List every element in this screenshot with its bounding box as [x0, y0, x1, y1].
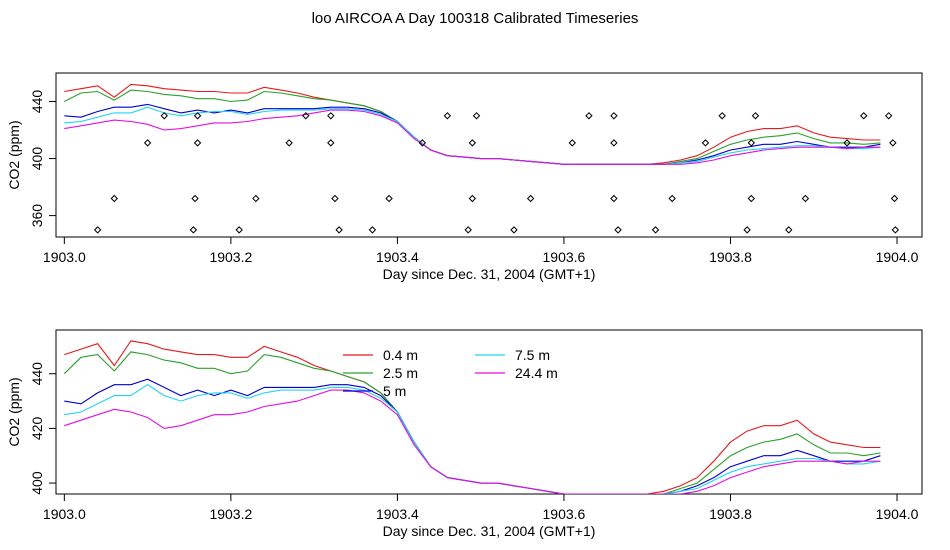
legend-label: 24.4 m — [515, 365, 558, 381]
scatter-point — [385, 194, 393, 203]
scatter-point — [751, 112, 760, 120]
series-line-5-m — [64, 378, 881, 494]
scatter-point — [785, 226, 793, 234]
scatter-point — [110, 194, 118, 203]
y-axis-label: CO2 (ppm) — [6, 377, 22, 446]
scatter-point — [468, 194, 477, 203]
panel-bottom: 1903.0 1903.2 1903.4 1903.6 1903.8 1904.0 400 4… — [6, 329, 923, 539]
scatter-point — [302, 112, 310, 120]
scatter-point — [568, 139, 576, 147]
x-tick-label: 1903.6 — [543, 506, 586, 522]
scatter-point — [368, 226, 377, 234]
scatter-point — [510, 226, 518, 234]
scatter-point — [143, 139, 152, 147]
series-line-5-m — [64, 103, 881, 165]
series-line-2.5-m — [63, 351, 881, 494]
scatter-point — [443, 112, 452, 120]
scatter-point — [193, 139, 202, 147]
scatter-point — [252, 194, 260, 203]
x-tick-label: 1903.6 — [543, 249, 586, 265]
y-axis-label: CO2 (ppm) — [6, 120, 22, 189]
x-axis-label: Day since Dec. 31, 2004 (GMT+1) — [383, 266, 596, 282]
scatter-point — [701, 139, 710, 147]
series-line-7.5-m — [64, 384, 881, 494]
plot-area — [63, 340, 881, 494]
scatter-point — [610, 139, 618, 147]
x-tick-label: 1903.8 — [709, 249, 752, 265]
x-tick-label: 1903.0 — [43, 506, 86, 522]
scatter-point — [743, 226, 751, 234]
x-tick-label: 1904.0 — [876, 249, 919, 265]
y-tick-label: 440 — [29, 90, 45, 114]
x-tick-label: 1903.8 — [709, 506, 752, 522]
panel-top: 1903.0 1903.2 1903.4 1903.6 1903.8 1904.0 360 4… — [6, 72, 923, 282]
x-tick-label: 1904.0 — [876, 506, 919, 522]
scatter-point — [614, 226, 622, 234]
scatter-point — [464, 226, 472, 234]
scatter-point — [193, 112, 202, 120]
legend-label: 2.5 m — [383, 365, 418, 381]
y-tick-label: 440 — [29, 362, 45, 386]
x-tick-label: 1903.2 — [209, 506, 252, 522]
scatter-point — [718, 112, 726, 120]
scatter-point — [235, 226, 243, 234]
scatter-point — [472, 112, 481, 120]
y-tick-label: 400 — [29, 471, 45, 495]
scatter-point — [331, 194, 339, 203]
plot-frame — [55, 329, 923, 495]
scatter-point — [860, 112, 868, 120]
scatter-point — [891, 226, 900, 234]
scatter-point — [747, 194, 756, 203]
scatter-point — [160, 112, 168, 120]
x-tick-label: 1903.4 — [376, 249, 419, 265]
scatter-point — [468, 139, 477, 147]
scatter-point — [327, 112, 335, 120]
plot-area — [64, 83, 900, 234]
scatter-point — [93, 226, 102, 234]
legend-label: 0.4 m — [383, 347, 418, 363]
scatter-point — [189, 226, 198, 234]
scatter-point — [889, 139, 897, 147]
plot-frame — [55, 72, 923, 238]
scatter-point — [890, 194, 899, 203]
series-line-24.4-m — [64, 389, 881, 494]
x-axis-label: Day since Dec. 31, 2004 (GMT+1) — [383, 523, 596, 539]
y-tick-label: 420 — [29, 417, 45, 441]
x-tick-label: 1903.2 — [209, 249, 252, 265]
scatter-point — [335, 226, 343, 234]
scatter-point — [327, 139, 335, 147]
scatter-point — [610, 112, 618, 120]
scatter-point — [585, 112, 593, 120]
scatter-point — [668, 194, 676, 203]
legend-label: 7.5 m — [515, 347, 550, 363]
legend: 0.4 m 2.5 m 5 m 7.5 m 24.4 m — [343, 347, 558, 399]
y-tick-label: 400 — [29, 147, 45, 171]
scatter-point — [801, 194, 810, 203]
series-line-0.4-m — [64, 340, 881, 494]
scatter-point — [610, 194, 618, 203]
scatter-point — [191, 194, 199, 203]
page-title: loo AIRCOA A Day 100318 Calibrated Times… — [311, 10, 639, 27]
scatter-point — [651, 226, 660, 234]
scatter-point — [285, 139, 293, 147]
y-tick-label: 360 — [29, 204, 45, 228]
x-tick-label: 1903.0 — [43, 249, 86, 265]
scatter-point — [418, 139, 427, 147]
scatter-point — [884, 112, 893, 120]
x-tick-label: 1903.4 — [376, 506, 419, 522]
scatter-point — [843, 139, 851, 147]
legend-label: 5 m — [383, 383, 406, 399]
scatter-point — [526, 194, 535, 203]
series-line-24.4-m — [64, 109, 881, 165]
scatter-point — [747, 139, 756, 147]
